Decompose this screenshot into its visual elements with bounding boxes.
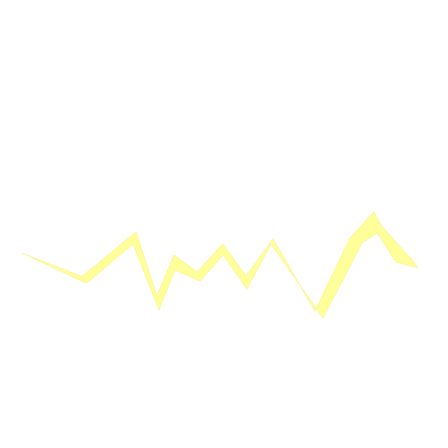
waveform-body [79, 211, 384, 319]
waveform-right-tail [373, 221, 419, 269]
waveform-left-tail [21, 252, 89, 284]
